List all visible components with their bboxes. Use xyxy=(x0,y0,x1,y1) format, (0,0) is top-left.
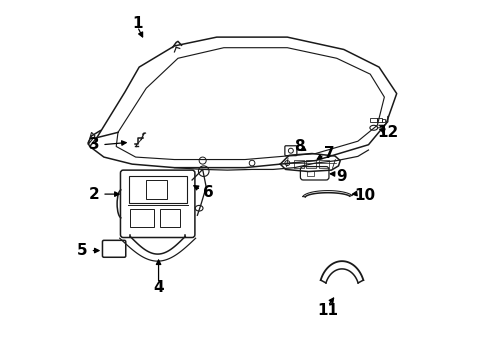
Text: 4: 4 xyxy=(153,280,164,295)
Bar xyxy=(294,160,304,168)
Text: 2: 2 xyxy=(89,186,99,202)
Text: 1: 1 xyxy=(132,15,143,31)
Bar xyxy=(160,208,180,227)
Bar xyxy=(382,119,386,122)
Text: 3: 3 xyxy=(89,137,99,152)
Text: 11: 11 xyxy=(318,303,339,318)
Bar xyxy=(130,208,154,227)
Text: 12: 12 xyxy=(377,125,398,140)
Text: 6: 6 xyxy=(202,185,213,200)
Text: 10: 10 xyxy=(354,188,375,203)
Text: 7: 7 xyxy=(324,146,335,161)
Text: 9: 9 xyxy=(337,169,347,184)
Bar xyxy=(307,171,314,176)
Bar xyxy=(128,176,188,203)
Bar xyxy=(377,118,382,122)
Bar xyxy=(370,118,377,122)
Text: 5: 5 xyxy=(77,243,87,258)
Bar xyxy=(146,180,168,199)
Bar xyxy=(319,160,329,168)
Text: 8: 8 xyxy=(294,139,305,154)
Bar xyxy=(306,160,316,168)
